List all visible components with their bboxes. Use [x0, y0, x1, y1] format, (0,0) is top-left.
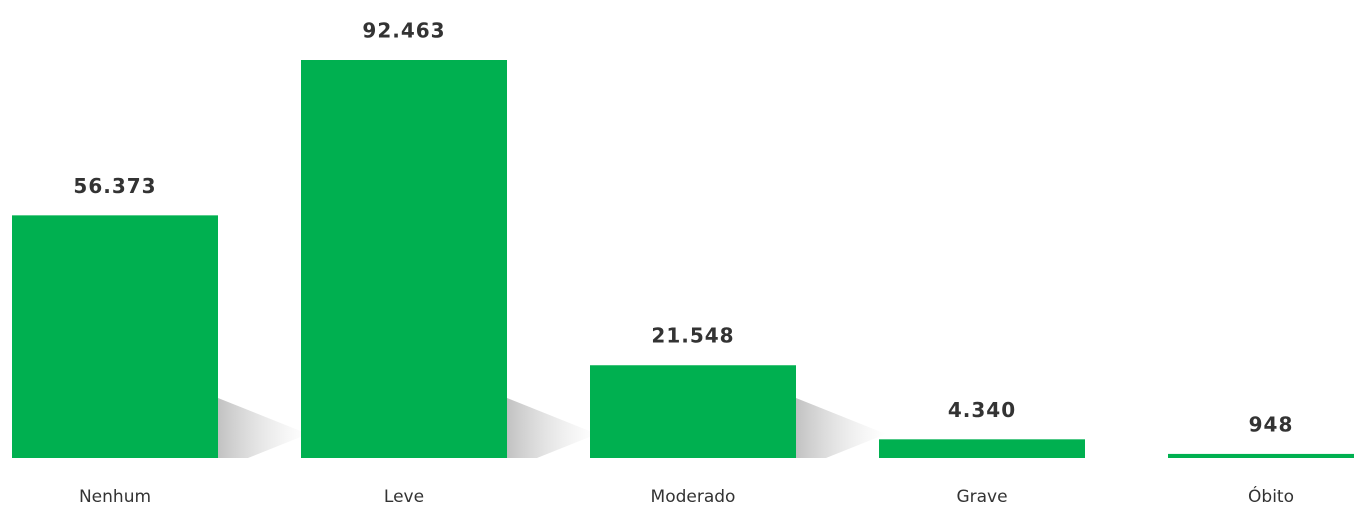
value-label: 92.463	[362, 19, 445, 43]
bar-shadow	[796, 398, 886, 458]
bar-shadow	[507, 398, 597, 458]
value-label: 56.373	[73, 174, 156, 198]
bar	[301, 60, 507, 458]
bar	[879, 439, 1085, 458]
value-label: 4.340	[948, 398, 1016, 422]
x-tick-label: Moderado	[651, 487, 736, 507]
x-tick-label: Leve	[384, 487, 424, 507]
bar	[590, 365, 796, 458]
bar	[1168, 453, 1354, 458]
value-label: 21.548	[651, 324, 734, 348]
x-tick-label: Óbito	[1248, 485, 1294, 507]
x-tick-label: Nenhum	[79, 487, 151, 507]
value-label: 948	[1249, 412, 1294, 436]
bar	[12, 215, 218, 458]
bar-shadow	[218, 398, 308, 458]
x-tick-label: Grave	[956, 487, 1007, 507]
